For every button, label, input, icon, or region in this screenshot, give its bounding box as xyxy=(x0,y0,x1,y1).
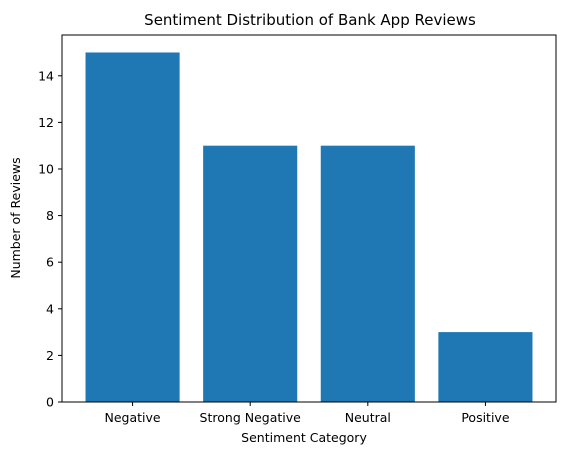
x-tick-label: Positive xyxy=(461,410,509,425)
x-tick-label: Strong Negative xyxy=(200,410,302,425)
x-axis-ticks: Negative Strong Negative Neutral Positive xyxy=(105,402,510,425)
bar-neutral xyxy=(320,145,415,402)
y-axis-label: Number of Reviews xyxy=(8,157,23,278)
y-tick-label: 6 xyxy=(46,255,54,270)
y-tick-label: 10 xyxy=(38,161,54,176)
x-tick-label: Negative xyxy=(105,410,161,425)
y-tick-label: 2 xyxy=(46,348,54,363)
bar-strong-negative xyxy=(203,145,298,402)
bar-positive xyxy=(438,332,533,402)
bars-group xyxy=(85,52,533,402)
y-tick-label: 8 xyxy=(46,208,54,223)
y-tick-label: 12 xyxy=(38,115,54,130)
bar-negative xyxy=(85,52,180,402)
y-tick-label: 0 xyxy=(46,395,54,410)
plot-frame xyxy=(61,34,557,403)
y-tick-label: 14 xyxy=(38,68,54,83)
y-axis-ticks: 0 2 4 6 8 10 12 14 xyxy=(38,68,62,410)
x-tick-label: Neutral xyxy=(345,410,391,425)
y-tick-label: 4 xyxy=(46,301,54,316)
x-axis-label: Sentiment Category xyxy=(241,430,367,445)
chart-title: Sentiment Distribution of Bank App Revie… xyxy=(144,11,476,29)
